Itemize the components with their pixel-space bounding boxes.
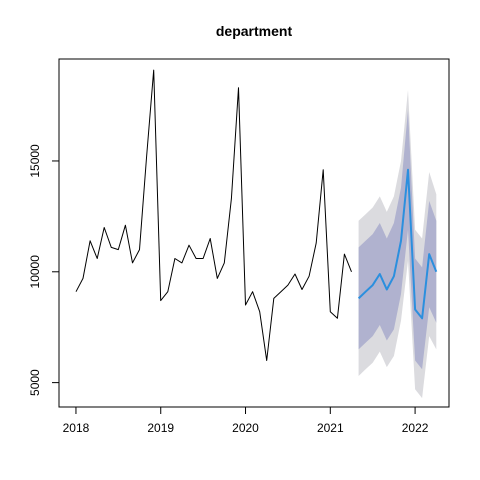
y-tick-label: 5000	[28, 369, 42, 396]
chart-title: department	[216, 23, 293, 39]
y-tick-label: 15000	[28, 144, 42, 178]
x-tick-label: 2021	[317, 421, 344, 435]
x-tick-label: 2022	[402, 421, 429, 435]
x-tick-label: 2018	[63, 421, 90, 435]
ci80-band	[358, 110, 437, 370]
observed-line	[75, 69, 352, 361]
confidence-bands	[358, 90, 437, 399]
x-axis: 2018 2019 2020 2021 2022	[63, 406, 429, 435]
x-tick-label: 2020	[232, 421, 259, 435]
y-tick-label: 10000	[28, 255, 42, 289]
forecast-line	[357, 168, 438, 320]
y-axis: 5000 10000 15000	[28, 144, 60, 396]
series-lines	[75, 69, 438, 361]
x-tick-label: 2019	[147, 421, 174, 435]
